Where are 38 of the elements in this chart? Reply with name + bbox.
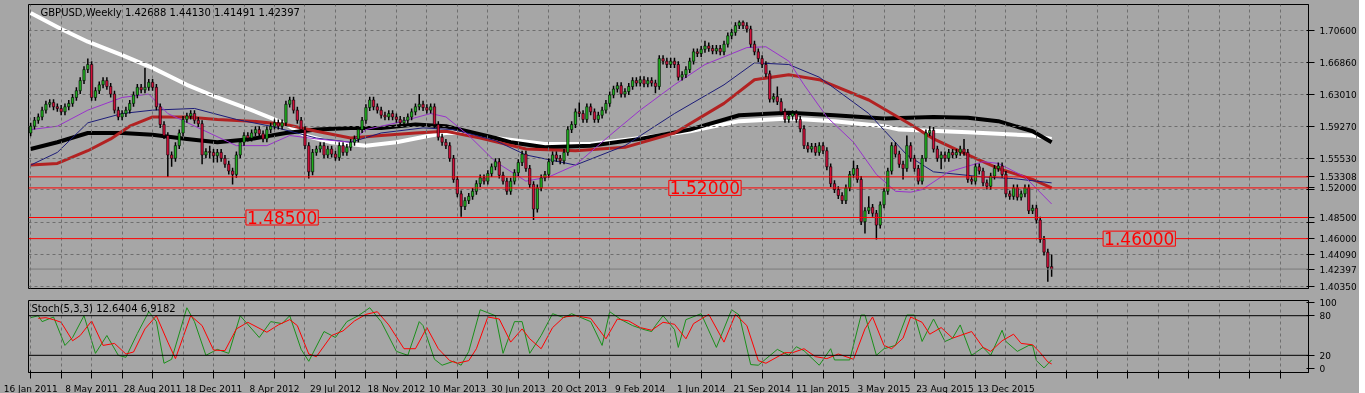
- x-tick-label: 10 Mar 2013: [428, 383, 486, 393]
- ref-line-label: 1.52000: [1319, 183, 1357, 194]
- y-tick-label: 100: [1319, 297, 1337, 308]
- ref-line-label: 1.48500: [1319, 213, 1357, 223]
- x-tick-label: 18 Dec 2011: [184, 383, 243, 393]
- annotation: 1.46000: [1104, 229, 1175, 250]
- ref-line-label: 1.42397: [1319, 264, 1357, 275]
- y-tick-label: 1.44090: [1319, 250, 1357, 261]
- y-tick-label: 1.40350: [1319, 281, 1357, 292]
- y-tick-label: 1.70600: [1319, 26, 1357, 37]
- ref-line-label: 1.53308: [1319, 172, 1357, 183]
- ref-line-label: 1.46000: [1319, 234, 1357, 245]
- x-tick-label: 20 Oct 2013: [551, 383, 608, 393]
- y-tick-label: 20: [1319, 350, 1332, 361]
- x-tick-label: 1 Jun 2014: [676, 383, 726, 393]
- x-tick-label: 11 Jan 2015: [796, 383, 851, 393]
- x-tick-label: 23 Aug 2015: [916, 383, 974, 393]
- x-tick-label: 16 Jan 2011: [3, 383, 58, 393]
- x-tick-label: 8 Apr 2012: [249, 383, 300, 393]
- y-tick-label: 1.59270: [1319, 121, 1357, 132]
- annotation: 1.52000: [669, 178, 741, 199]
- y-tick-label: 1.66860: [1319, 57, 1357, 68]
- x-tick-label: 28 Aug 2011: [123, 383, 182, 393]
- y-tick-label: 80: [1319, 311, 1332, 322]
- chart-title: GBPUSD,Weekly 1.42688 1.44130 1.41491 1.42397: [40, 6, 300, 18]
- y-tick-label: 1.63010: [1319, 90, 1357, 101]
- x-tick-label: 8 May 2011: [65, 383, 119, 393]
- x-tick-label: 18 Nov 2012: [367, 383, 426, 393]
- x-tick-label: 30 Jun 2013: [491, 383, 546, 393]
- y-tick-label: 0: [1319, 364, 1326, 375]
- y-tick-label: 1.55530: [1319, 153, 1357, 164]
- x-tick-label: 3 May 2015: [857, 383, 911, 393]
- x-tick-label: 21 Sep 2014: [733, 383, 791, 393]
- x-tick-label: 9 Feb 2014: [615, 383, 666, 393]
- chart-title: Stoch(5,3,3) 12.6404 6.9182: [31, 302, 176, 314]
- annotation: 1.48500: [246, 208, 318, 228]
- x-tick-label: 29 Jul 2012: [309, 383, 361, 393]
- x-tick-label: 13 Dec 2015: [977, 383, 1035, 393]
